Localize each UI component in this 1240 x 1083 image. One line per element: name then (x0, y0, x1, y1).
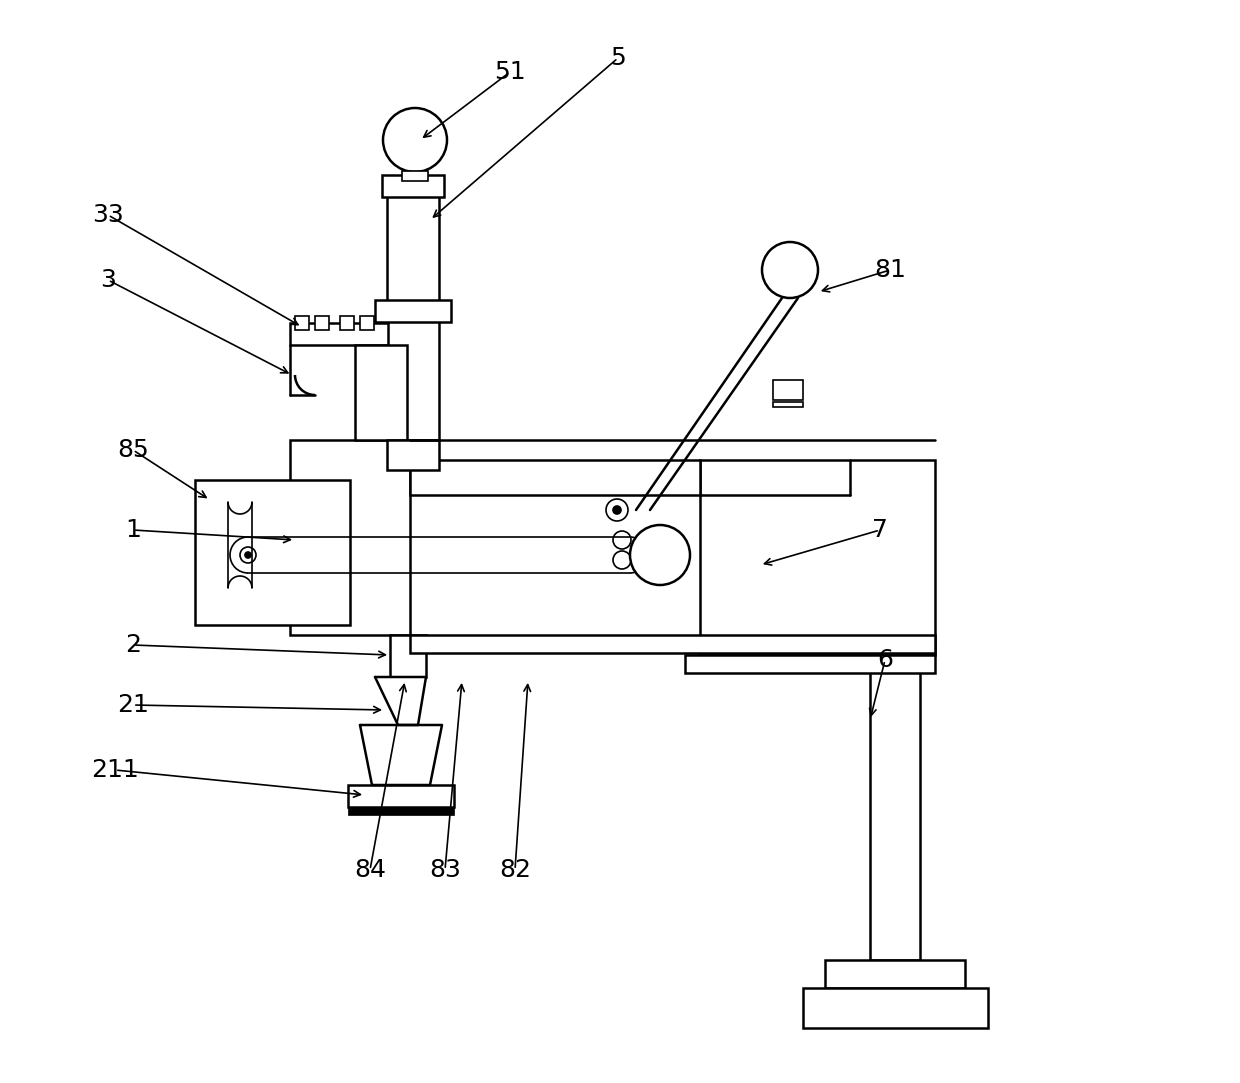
Polygon shape (374, 677, 427, 725)
Text: 1: 1 (125, 518, 141, 542)
Text: 83: 83 (429, 858, 461, 882)
Bar (295, 316, 309, 330)
Bar (410, 460, 701, 495)
Bar (402, 171, 428, 181)
Circle shape (383, 108, 446, 172)
Circle shape (606, 499, 627, 521)
Bar (410, 635, 935, 653)
Bar (195, 480, 350, 625)
Bar (773, 402, 804, 407)
Text: 84: 84 (353, 858, 386, 882)
Bar (870, 490, 920, 960)
Text: 211: 211 (91, 758, 139, 782)
Bar (360, 316, 374, 330)
Circle shape (613, 551, 631, 569)
Circle shape (241, 547, 255, 563)
Text: 82: 82 (498, 858, 531, 882)
Bar (825, 960, 965, 988)
Text: 81: 81 (874, 258, 906, 282)
Bar (391, 635, 427, 677)
Bar (684, 655, 935, 673)
Bar (348, 807, 454, 815)
Bar (387, 195, 439, 440)
Circle shape (763, 242, 818, 298)
Circle shape (613, 506, 621, 514)
Bar (804, 988, 988, 1028)
Bar (382, 175, 444, 197)
Text: 5: 5 (610, 45, 626, 70)
Bar (701, 460, 935, 655)
Circle shape (630, 525, 689, 585)
Text: 85: 85 (117, 438, 149, 462)
Polygon shape (360, 725, 441, 785)
Text: 3: 3 (100, 268, 115, 292)
Bar (290, 323, 388, 345)
Bar (290, 440, 410, 635)
Text: 2: 2 (125, 632, 141, 657)
Text: 6: 6 (877, 648, 893, 671)
Bar (355, 345, 407, 440)
Circle shape (613, 531, 631, 549)
Bar (387, 440, 439, 470)
Text: 7: 7 (872, 518, 888, 542)
Bar (374, 300, 451, 322)
Bar (340, 316, 353, 330)
Bar (315, 316, 329, 330)
Bar (348, 785, 454, 807)
Bar (773, 380, 804, 400)
Text: 21: 21 (117, 693, 149, 717)
Text: 51: 51 (495, 60, 526, 84)
Circle shape (246, 552, 250, 558)
Text: 33: 33 (92, 203, 124, 227)
